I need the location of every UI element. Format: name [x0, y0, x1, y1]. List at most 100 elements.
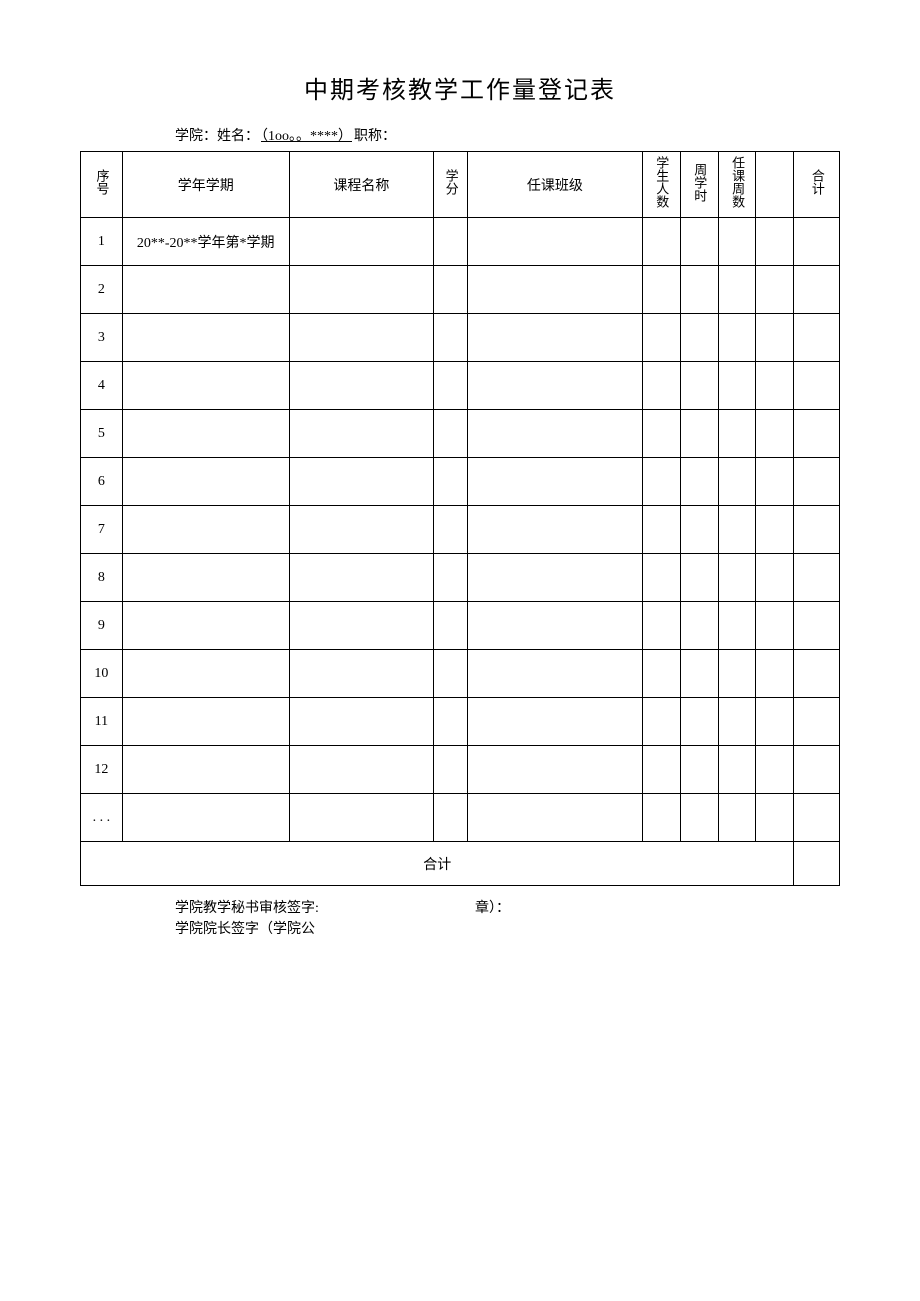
cell-semester [122, 554, 289, 602]
cell-class [468, 506, 643, 554]
cell-total [794, 314, 840, 362]
cell-total [794, 410, 840, 458]
cell-weeks [718, 458, 756, 506]
cell-c9 [756, 650, 794, 698]
cell-total [794, 650, 840, 698]
cell-weeks [718, 218, 756, 266]
cell-seq: . . . [81, 794, 123, 842]
total-row: 合计 [81, 842, 840, 886]
cell-course [289, 314, 433, 362]
cell-total [794, 506, 840, 554]
cell-students [642, 746, 680, 794]
cell-weekly [680, 506, 718, 554]
cell-credit [433, 314, 467, 362]
cell-weekly [680, 650, 718, 698]
col-total: 合计 [794, 152, 840, 218]
cell-course [289, 746, 433, 794]
footer-lines: 学院教学秘书审核签字: 章）： 学院院长签字（学院公 [175, 898, 840, 940]
cell-semester [122, 698, 289, 746]
cell-weeks [718, 746, 756, 794]
cell-weeks [718, 794, 756, 842]
cell-weekly [680, 362, 718, 410]
cell-weekly [680, 698, 718, 746]
cell-seq: 11 [81, 698, 123, 746]
total-label-cell: 合计 [81, 842, 794, 886]
cell-c9 [756, 506, 794, 554]
col-students: 学生人数 [642, 152, 680, 218]
table-row: 9 [81, 602, 840, 650]
cell-class [468, 746, 643, 794]
cell-weekly [680, 554, 718, 602]
total-value-cell [794, 842, 840, 886]
cell-course [289, 794, 433, 842]
table-row: 6 [81, 458, 840, 506]
table-header-row: 序号 学年学期 课程名称 学分 任课班级 学生人数 周学时 任课周数 合计 [81, 152, 840, 218]
cell-seq: 7 [81, 506, 123, 554]
cell-seq: 5 [81, 410, 123, 458]
cell-weekly [680, 266, 718, 314]
cell-c9 [756, 698, 794, 746]
cell-total [794, 458, 840, 506]
cell-weeks [718, 314, 756, 362]
cell-weekly [680, 602, 718, 650]
cell-students [642, 794, 680, 842]
cell-seq: 3 [81, 314, 123, 362]
cell-semester [122, 602, 289, 650]
cell-students [642, 314, 680, 362]
cell-semester [122, 458, 289, 506]
cell-total [794, 602, 840, 650]
table-row: . . . [81, 794, 840, 842]
cell-semester: 20**-20**学年第*学期 [122, 218, 289, 266]
cell-c9 [756, 554, 794, 602]
cell-weeks [718, 410, 756, 458]
cell-credit [433, 410, 467, 458]
col-weekly: 周学时 [680, 152, 718, 218]
cell-c9 [756, 362, 794, 410]
col-course: 课程名称 [289, 152, 433, 218]
cell-credit [433, 602, 467, 650]
cell-credit [433, 218, 467, 266]
footer-line2: 学院院长签字（学院公 [175, 919, 840, 940]
cell-students [642, 410, 680, 458]
col-seq: 序号 [81, 152, 123, 218]
col-weeks: 任课周数 [718, 152, 756, 218]
cell-class [468, 362, 643, 410]
cell-semester [122, 794, 289, 842]
cell-students [642, 650, 680, 698]
cell-seq: 10 [81, 650, 123, 698]
cell-weeks [718, 698, 756, 746]
cell-semester [122, 362, 289, 410]
cell-credit [433, 506, 467, 554]
cell-credit [433, 746, 467, 794]
cell-weeks [718, 506, 756, 554]
cell-students [642, 698, 680, 746]
cell-students [642, 554, 680, 602]
cell-weeks [718, 362, 756, 410]
table-row: 10 [81, 650, 840, 698]
cell-total [794, 794, 840, 842]
cell-weeks [718, 602, 756, 650]
cell-weeks [718, 266, 756, 314]
cell-class [468, 218, 643, 266]
cell-credit [433, 794, 467, 842]
cell-class [468, 266, 643, 314]
cell-c9 [756, 602, 794, 650]
cell-c9 [756, 410, 794, 458]
cell-seq: 8 [81, 554, 123, 602]
col-credit: 学分 [433, 152, 467, 218]
cell-seq: 12 [81, 746, 123, 794]
cell-c9 [756, 746, 794, 794]
cell-students [642, 266, 680, 314]
col-semester: 学年学期 [122, 152, 289, 218]
cell-course [289, 506, 433, 554]
table-row: 12 [81, 746, 840, 794]
cell-seq: 1 [81, 218, 123, 266]
cell-students [642, 362, 680, 410]
table-row: 120**-20**学年第*学期 [81, 218, 840, 266]
cell-weeks [718, 650, 756, 698]
cell-course [289, 266, 433, 314]
cell-students [642, 458, 680, 506]
cell-semester [122, 506, 289, 554]
page-title: 中期考核教学工作量登记表 [80, 70, 840, 105]
table-row: 3 [81, 314, 840, 362]
